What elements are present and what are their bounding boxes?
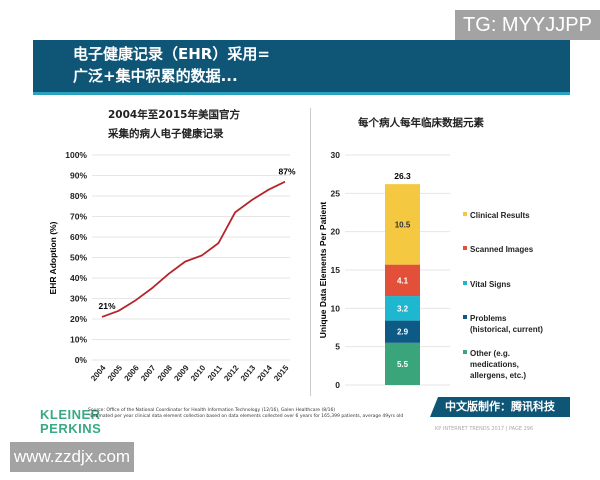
legend-label: Other (e.g. [470,349,510,358]
legend-label: medications, [470,360,519,369]
line-chart-title-2: 采集的病人电子健康记录 [108,128,224,140]
y-tick-label: 0% [75,355,88,365]
watermark-top: TG: MYYJJPP [455,10,600,40]
y-tick-label: 5 [335,342,340,352]
x-tick-label: 2013 [239,363,258,383]
kleiner-perkins-logo: KLEINER PERKINS [40,408,101,436]
segment-label: 2.9 [397,328,409,337]
x-tick-label: 2005 [106,363,125,383]
annotation-start: 21% [98,301,115,311]
x-tick-label: 2007 [139,363,158,383]
annotation-end: 87% [278,167,295,177]
x-tick-label: 2012 [222,363,241,383]
legend-label: allergens, etc.) [470,371,526,380]
segment-label: 10.5 [395,220,411,229]
watermark-bottom: www.zzdjx.com [10,442,134,472]
page-number: KP INTERNET TRENDS 2017 | PAGE 296 [435,426,534,432]
x-tick-label: 2011 [206,363,224,383]
legend-label: Clinical Results [470,211,530,220]
y-tick-label: 10 [331,303,341,313]
x-tick-label: 2015 [272,363,291,383]
header-title-line1: 电子健康记录（EHR）采用= [73,45,270,63]
bar-segment [385,342,420,385]
legend-swatch [463,350,467,354]
legend-label: Problems [470,314,507,323]
bar-chart-title: 每个病人每年临床数据元素 [358,117,484,129]
legend-swatch [463,281,467,285]
legend-label: (historical, current) [470,325,543,334]
logo-line1: KLEINER [40,407,101,422]
segment-label: 5.5 [397,360,409,369]
segment-label: 4.1 [397,276,409,285]
total-label: 26.3 [394,171,411,181]
y-tick-label: 80% [70,191,87,201]
header-band: 电子健康记录（EHR）采用= 广泛+集中积累的数据... [33,40,570,95]
bar-segment [385,296,420,321]
y-axis-label: Unique Data Elements Per Patient [318,202,328,339]
y-tick-label: 100% [65,150,87,160]
adoption-line [101,180,286,318]
bar-segment [385,184,420,265]
y-tick-label: 50% [70,253,87,263]
bar-segment [385,320,420,343]
y-tick-label: 30 [331,150,341,160]
y-tick-label: 60% [70,232,87,242]
x-tick-label: 2004 [89,363,108,383]
y-tick-label: 40% [70,273,87,283]
footnote-text: *Estimated per year clinical data elemen… [88,414,404,419]
legend-swatch [463,315,467,319]
header-title-line2: 广泛+集中积累的数据... [73,67,238,85]
legend-swatch [463,246,467,250]
segment-label: 3.2 [397,304,409,313]
divider [310,108,311,396]
source-note: Source: Office of the National Coordinat… [88,408,403,420]
y-tick-label: 20% [70,314,87,324]
y-axis-label: EHR Adoption (%) [48,221,58,294]
logo-line2: PERKINS [40,421,102,436]
line-chart-title-1: 2004年至2015年美国官方 [108,109,240,121]
y-tick-label: 90% [70,171,87,181]
legend-label: Vital Signs [470,280,511,289]
bar-segment [385,264,420,297]
x-tick-label: 2008 [156,363,175,383]
y-tick-label: 25 [331,188,341,198]
x-tick-label: 2010 [189,363,208,383]
x-tick-label: 2009 [172,363,191,383]
y-tick-label: 70% [70,212,87,222]
y-tick-label: 10% [70,335,87,345]
x-tick-label: 2014 [256,363,275,383]
legend-swatch [463,212,467,216]
y-tick-label: 30% [70,294,87,304]
tencent-badge: 中文版制作：腾讯科技 [430,397,570,417]
legend-label: Scanned Images [470,245,534,254]
x-tick-label: 2006 [122,363,141,383]
y-tick-label: 0 [335,380,340,390]
y-tick-label: 15 [331,265,341,275]
source-text: Source: Office of the National Coordinat… [88,408,336,413]
y-tick-label: 20 [331,227,341,237]
